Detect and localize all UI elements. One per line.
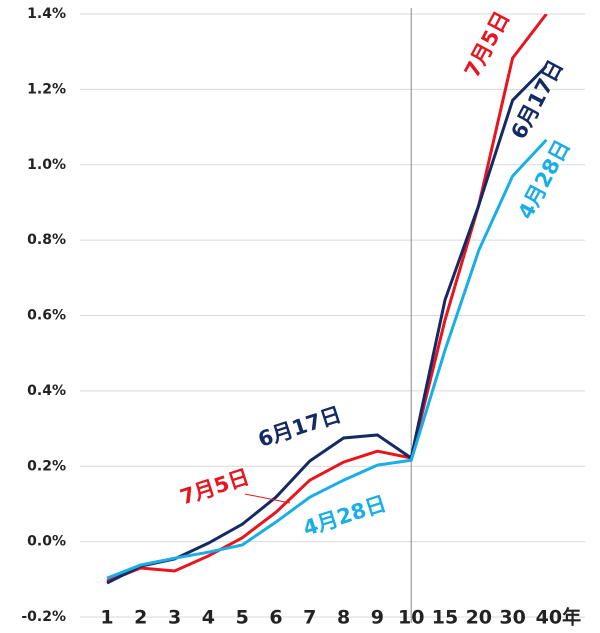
y-tick-label: 0.8% [27,232,66,248]
y-tick-label: -0.2% [21,609,66,625]
x-tick-label: 8 [337,607,350,629]
y-tick-label: 1.4% [27,6,66,22]
x-tick-label: 7 [303,607,316,629]
y-tick-label: 0.2% [27,458,66,474]
x-tick-label: 30 [499,607,525,629]
x-tick-label: 20 [466,607,492,629]
x-tick-label: 4 [202,607,215,629]
annotation-left: 7月5日 [177,465,252,510]
y-tick-label: 0.6% [27,308,66,324]
x-tick-label: 9 [371,607,384,629]
x-tick-label: 1 [100,607,113,629]
y-tick-label: 0.4% [27,383,66,399]
annotation-right: 6月17日 [506,56,567,143]
annotation-left: 6月17日 [255,402,344,451]
x-tick-label: 40年 [536,606,581,629]
y-tick-label: 0.0% [27,534,66,550]
y-tick-label: 1.0% [27,157,66,173]
annotation-right: 7月5日 [460,7,515,81]
series-line [106,14,548,583]
pointer [244,493,291,504]
x-tick-label: 15 [432,607,458,629]
x-tick-label: 10 [398,607,424,629]
series-line [106,64,548,585]
annotation-right: 4月28日 [513,136,574,223]
annotation-left: 4月28日 [300,491,389,540]
x-tick-label: 6 [269,607,282,629]
x-tick-label: 2 [134,607,147,629]
x-tick-label: 3 [168,607,181,629]
series-line [106,138,548,580]
y-tick-label: 1.2% [27,81,66,97]
x-tick-label: 5 [236,607,249,629]
